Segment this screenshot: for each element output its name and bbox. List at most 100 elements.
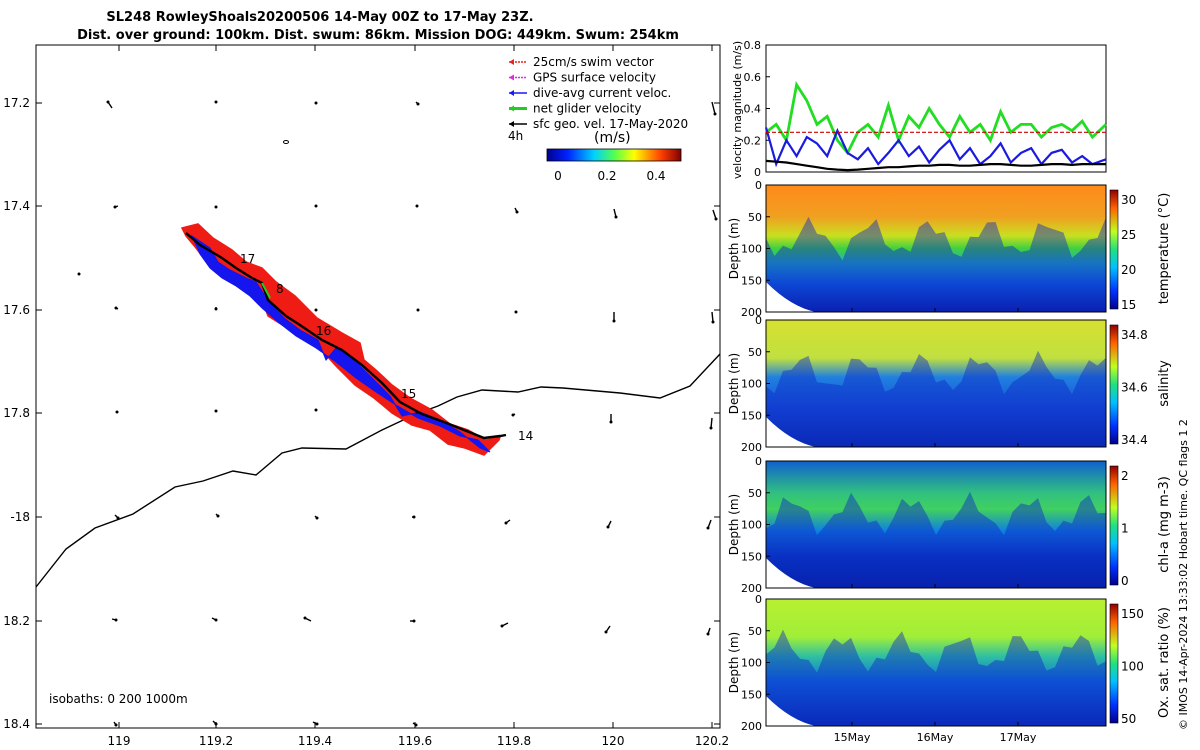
velocity-y-tick-label: 0: [754, 166, 761, 179]
map-y-tick-label: 17.6: [3, 303, 30, 317]
section-panel: 0 50 100 150 200 Depth (m) 34.8 34.6 34.4 salinit…: [727, 314, 1172, 454]
section-heatmap: [766, 599, 1106, 726]
day-label-15: 15: [401, 387, 416, 401]
depth-tick-label: 0: [755, 314, 762, 327]
geo-velocity-arrow: [712, 209, 717, 220]
map-y-tick-label: 18.2: [3, 614, 30, 628]
depth-tick-label: 50: [748, 487, 762, 500]
section-colorbar: [1109, 189, 1119, 310]
geo-velocity-arrowhead: [315, 722, 319, 726]
depth-tick-label: 0: [755, 179, 762, 192]
map-x-tick-label: 119.4: [298, 734, 332, 748]
geo-velocity-arrowhead: [713, 112, 717, 116]
geo-velocity-arrowhead: [214, 205, 218, 209]
colorbar-tick-label: 2: [1121, 469, 1129, 483]
section-deep-band: [766, 350, 1106, 447]
velocity-series-line: [764, 127, 1107, 168]
geo-velocity-arrowhead: [706, 632, 710, 636]
map-x-tick-label: 119.6: [398, 734, 432, 748]
depth-tick-label: 150: [741, 688, 762, 701]
map-y-tick-label: 17.8: [3, 406, 30, 420]
geo-velocity-arrowhead: [415, 410, 419, 414]
geo-velocity-arrowhead: [500, 624, 504, 628]
depth-tick-label: 100: [741, 378, 762, 391]
geo-velocity-arrowhead: [711, 320, 715, 324]
depth-tick-label: 150: [741, 550, 762, 563]
colorbar-tick-label: 150: [1121, 607, 1144, 621]
geo-velocity-arrowhead: [314, 101, 318, 105]
geo-velocity-arrowhead: [113, 205, 117, 209]
colorbar-quantity-label: salinity: [1157, 360, 1172, 407]
depth-axis-label: Depth (m): [727, 494, 741, 555]
geo-velocity-arrowhead: [706, 526, 710, 530]
speed-colorbar: [546, 148, 682, 162]
time-tick-17may: 17May: [1000, 731, 1037, 744]
geo-velocity-arrowhead: [214, 722, 218, 726]
geo-velocity-arrowhead: [314, 308, 318, 312]
colorbar-quantity-label: temperature (°C): [1157, 193, 1172, 305]
legend-arrowhead: [509, 105, 514, 112]
geo-velocity-arrow: [710, 417, 713, 429]
legend-entry: GPS surface velocity: [509, 71, 656, 85]
geo-velocity-arrowhead: [115, 410, 119, 414]
geo-velocity-arrowhead: [114, 723, 118, 727]
colorbar-quantity-label: Ox. sat. ratio (%): [1157, 607, 1172, 718]
seafloor-mask: [766, 696, 816, 726]
glider-path: [185, 232, 507, 440]
section-deep-band: [766, 491, 1106, 588]
depth-tick-label: 0: [755, 455, 762, 468]
day-label-14: 14: [518, 429, 533, 443]
isobaths-label: isobaths: 0 200 1000m: [49, 692, 188, 706]
depth-axis-label: Depth (m): [727, 353, 741, 414]
legend-label: 25cm/s swim vector: [533, 55, 654, 69]
geo-velocity-arrowhead: [511, 413, 515, 417]
legend-label: sfc geo. vel. 17-May-2020: [533, 117, 688, 131]
colorbar-tick-label: 34.8: [1121, 328, 1148, 342]
seafloor-mask: [766, 558, 816, 588]
geo-velocity-arrowhead: [214, 618, 218, 622]
map-point: [77, 272, 81, 276]
velocity-panel: 0 0.2 0.4 0.6 0.8 velocity magnitude (m/s): [731, 39, 1107, 179]
map-y-tick-label: 17.4: [3, 199, 30, 213]
geo-velocity-arrowhead: [614, 215, 618, 219]
map-x-ticks: 119 119.2 119.4 119.6 119.8 120 120.2: [108, 45, 729, 748]
geo-velocity-arrowhead: [303, 616, 307, 620]
seafloor-mask: [766, 282, 816, 312]
depth-tick-label: 200: [741, 582, 762, 595]
section-colorbar: [1109, 465, 1119, 586]
depth-tick-label: 50: [748, 625, 762, 638]
geo-velocity-arrowhead: [106, 100, 110, 104]
colorbar-tick-label: 15: [1121, 298, 1136, 312]
geo-velocity-arrowhead: [314, 204, 318, 208]
geo-velocity-arrowhead: [412, 619, 416, 623]
section-colorbar: [1109, 324, 1119, 445]
time-axis: 15May 16May 17May: [834, 731, 1037, 744]
geo-velocity-arrowhead: [416, 102, 420, 106]
sfc-geo-velocity-arrows: [77, 100, 718, 727]
legend-label: GPS surface velocity: [533, 71, 656, 85]
depth-tick-label: 100: [741, 243, 762, 256]
legend-interval-label: 4h: [508, 129, 523, 143]
map-panel: 119 119.2 119.4 119.6 119.8 120 120.2 17.2 17.4…: [3, 44, 729, 748]
velocity-y-tick-label: 0.8: [744, 39, 762, 52]
map-x-tick-label: 119.8: [497, 734, 531, 748]
geo-velocity-arrowhead: [709, 426, 713, 430]
colorbar-quantity-label: chl-a (mg m-3): [1157, 476, 1172, 573]
map-x-tick-label: 119: [108, 734, 131, 748]
geo-velocity-arrowhead: [116, 516, 120, 520]
colorbar-tick-label: 34.6: [1121, 381, 1148, 395]
colorbar-tick-label: 1: [1121, 522, 1129, 536]
geo-velocity-arrowhead: [412, 515, 416, 519]
map-legend: 25cm/s swim vector GPS surface velocitydi…: [508, 55, 688, 183]
depth-tick-label: 200: [741, 306, 762, 319]
map-x-tick-label: 119.2: [199, 734, 233, 748]
geo-velocity-arrowhead: [515, 210, 519, 214]
depth-tick-label: 0: [755, 593, 762, 606]
map-x-tick-label: 120: [602, 734, 625, 748]
legend-entry: sfc geo. vel. 17-May-2020: [509, 117, 688, 131]
geo-velocity-arrowhead: [504, 521, 508, 525]
geo-velocity-arrowhead: [416, 308, 420, 312]
figure-subtitle: Dist. over ground: 100km. Dist. swum: 86…: [77, 28, 679, 43]
